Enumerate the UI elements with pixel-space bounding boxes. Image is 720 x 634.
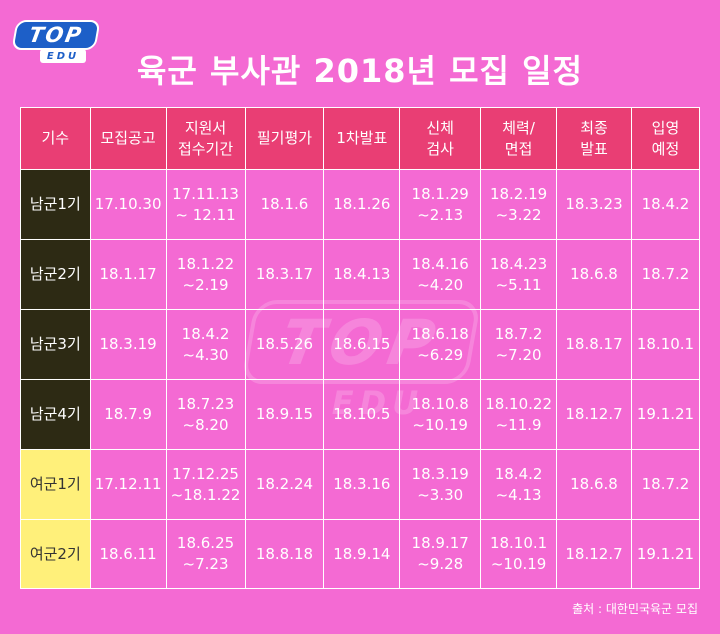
table-cell: 18.9.15 bbox=[244, 379, 325, 450]
table-row: 남군4기 18.7.9 18.7.23 ~8.20 18.9.15 18.10.… bbox=[20, 379, 701, 450]
table-cell: 18.8.18 bbox=[244, 519, 325, 589]
term-cell: 남군4기 bbox=[20, 379, 91, 450]
logo-edu-badge: EDU bbox=[40, 49, 86, 63]
table-cell: 18.6.8 bbox=[556, 449, 632, 520]
recruitment-schedule-table: 기수 모집공고 지원서 접수기간 필기평가 1차발표 신체 검사 체력/ 면접 … bbox=[20, 107, 701, 589]
term-cell: 여군1기 bbox=[20, 449, 91, 520]
table-cell: 18.3.19 bbox=[89, 309, 167, 380]
term-cell: 남군1기 bbox=[20, 169, 91, 240]
table-cell: 18.9.14 bbox=[323, 519, 401, 589]
table-cell: 18.1.29 ~2.13 bbox=[399, 169, 482, 240]
table-cell: 18.4.23 ~5.11 bbox=[480, 239, 558, 310]
table-cell: 18.3.17 bbox=[244, 239, 325, 310]
header-fitness-interview: 체력/ 면접 bbox=[480, 107, 558, 170]
term-cell: 여군2기 bbox=[20, 519, 91, 589]
table-cell: 18.6.15 bbox=[323, 309, 401, 380]
table-cell: 18.7.2 bbox=[630, 239, 701, 310]
table-cell: 18.4.16 ~4.20 bbox=[399, 239, 482, 310]
table-cell: 18.3.23 bbox=[556, 169, 632, 240]
table-cell: 18.8.17 bbox=[556, 309, 632, 380]
table-cell: 18.6.18 ~6.29 bbox=[399, 309, 482, 380]
table-cell: 17.10.30 bbox=[89, 169, 167, 240]
table-cell: 18.6.25 ~7.23 bbox=[165, 519, 246, 589]
table-cell: 18.2.24 bbox=[244, 449, 325, 520]
header-application-period: 지원서 접수기간 bbox=[165, 107, 246, 170]
table-row: 여군2기 18.6.11 18.6.25 ~7.23 18.8.18 18.9.… bbox=[20, 519, 701, 589]
table-cell: 19.1.21 bbox=[630, 379, 701, 450]
table-cell: 18.12.7 bbox=[556, 519, 632, 589]
table-cell: 18.10.22 ~11.9 bbox=[480, 379, 558, 450]
table-row: 남군1기 17.10.30 17.11.13 ~ 12.11 18.1.6 18… bbox=[20, 169, 701, 240]
source-credit: 출처 : 대한민국육군 모집 bbox=[572, 602, 698, 616]
table-cell: 18.1.22 ~2.19 bbox=[165, 239, 246, 310]
table-cell: 18.9.17 ~9.28 bbox=[399, 519, 482, 589]
table-cell: 18.6.8 bbox=[556, 239, 632, 310]
table-cell: 18.3.19 ~3.30 bbox=[399, 449, 482, 520]
table-cell: 18.10.5 bbox=[323, 379, 401, 450]
table-row: 여군1기 17.12.11 17.12.25 ~18.1.22 18.2.24 … bbox=[20, 449, 701, 520]
table-cell: 18.7.2 bbox=[630, 449, 701, 520]
table-cell: 18.2.19 ~3.22 bbox=[480, 169, 558, 240]
table-cell: 18.10.1 ~10.19 bbox=[480, 519, 558, 589]
table-row: 남군2기 18.1.17 18.1.22 ~2.19 18.3.17 18.4.… bbox=[20, 239, 701, 310]
term-cell: 남군3기 bbox=[20, 309, 91, 380]
table-cell: 18.4.2 ~4.13 bbox=[480, 449, 558, 520]
table-cell: 18.6.11 bbox=[89, 519, 167, 589]
table-cell: 18.7.2 ~7.20 bbox=[480, 309, 558, 380]
top-edu-logo: TOP EDU bbox=[11, 20, 101, 63]
table-cell: 18.5.26 bbox=[244, 309, 325, 380]
header-term: 기수 bbox=[20, 107, 91, 170]
table-cell: 18.7.9 bbox=[89, 379, 167, 450]
table-cell: 19.1.21 bbox=[630, 519, 701, 589]
table-cell: 18.7.23 ~8.20 bbox=[165, 379, 246, 450]
table-cell: 18.1.6 bbox=[244, 169, 325, 240]
table-cell: 17.12.25 ~18.1.22 bbox=[165, 449, 246, 520]
table-cell: 18.4.2 ~4.30 bbox=[165, 309, 246, 380]
term-cell: 남군2기 bbox=[20, 239, 91, 310]
header-announcement: 모집공고 bbox=[89, 107, 167, 170]
header-enlistment: 입영 예정 bbox=[630, 107, 701, 170]
header-final-result: 최종 발표 bbox=[556, 107, 632, 170]
table-cell: 18.10.8 ~10.19 bbox=[399, 379, 482, 450]
table-cell: 17.11.13 ~ 12.11 bbox=[165, 169, 246, 240]
table-cell: 18.4.2 bbox=[630, 169, 701, 240]
table-header-row: 기수 모집공고 지원서 접수기간 필기평가 1차발표 신체 검사 체력/ 면접 … bbox=[20, 107, 701, 170]
table-cell: 18.10.1 bbox=[630, 309, 701, 380]
table-cell: 18.4.13 bbox=[323, 239, 401, 310]
table-cell: 17.12.11 bbox=[89, 449, 167, 520]
table-cell: 18.12.7 bbox=[556, 379, 632, 450]
table-cell: 18.1.26 bbox=[323, 169, 401, 240]
table-cell: 18.3.16 bbox=[323, 449, 401, 520]
header-first-result: 1차발표 bbox=[323, 107, 401, 170]
table-cell: 18.1.17 bbox=[89, 239, 167, 310]
header-physical-exam: 신체 검사 bbox=[399, 107, 482, 170]
header-written-test: 필기평가 bbox=[244, 107, 325, 170]
table-row: 남군3기 18.3.19 18.4.2 ~4.30 18.5.26 18.6.1… bbox=[20, 309, 701, 380]
page-title: 육군 부사관 2018년 모집 일정 bbox=[136, 52, 584, 90]
